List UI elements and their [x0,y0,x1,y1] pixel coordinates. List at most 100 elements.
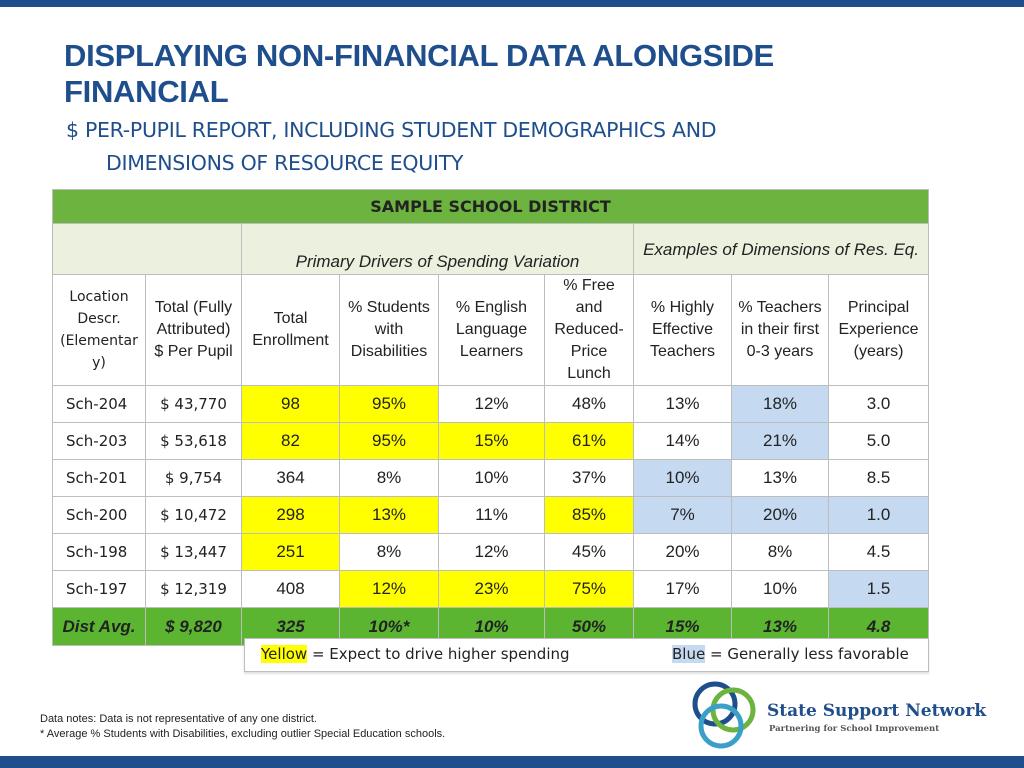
cell-prin: 1.5 [827,570,930,608]
cell-amount: $ 9,754 [145,459,242,497]
cell-prin: 4.5 [827,533,930,571]
header-swd: % Students with Disabilities [339,274,439,386]
legend-blue-swatch: Blue [672,645,706,663]
cell-frl: 85% [544,496,634,534]
data-note-2: * Average % Students with Disabilities, … [40,728,446,740]
logo-title: State Support Network [767,701,987,721]
cell-ell: 11% [438,496,545,534]
avg-name: Dist Avg. [52,607,146,646]
state-support-network-logo: State Support Network Partnering for Sch… [685,678,987,756]
legend-blue-text: = Generally less favorable [709,645,909,663]
cell-frl: 75% [544,570,634,608]
interlocking-rings-icon [692,681,756,749]
cell-amount: $ 12,319 [145,570,242,608]
header-line: in their first [740,321,820,338]
per-pupil-table: SAMPLE SCHOOL DISTRICT Primary Drivers o… [51,189,930,646]
bottom-accent-bar [0,756,1024,768]
cell-swd: 13% [339,496,439,534]
header-line: (years) [853,343,904,360]
header-line: $ Per Pupil [154,343,233,360]
header-line: Enrollment [252,332,329,349]
header-line: % Free [563,277,615,294]
cell-amount: $ 13,447 [145,533,242,571]
cell-amount: $ 53,618 [145,422,242,460]
header-line: % Teachers [738,299,822,316]
cell-name: Sch-204 [52,385,146,423]
header-line: Language [455,321,528,338]
header-frl: % Free and Reduced- Price Lunch [544,274,634,386]
cell-name: Sch-201 [52,459,146,497]
cell-ell: 15% [438,422,545,460]
slide-title: DISPLAYING NON-FINANCIAL DATA ALONGSIDE … [64,38,774,109]
cell-enroll: 251 [241,533,340,571]
header-line: Total (Fully [154,299,233,316]
cell-swd: 95% [339,422,439,460]
cell-ell: 23% [438,570,545,608]
cell-name: Sch-198 [52,533,146,571]
cell-swd: 95% [339,385,439,423]
cell-name: Sch-200 [52,496,146,534]
header-het: % Highly Effective Teachers [633,274,732,386]
cell-enroll: 408 [241,570,340,608]
color-legend: Yellow = Expect to drive higher spending… [244,638,929,672]
cell-new: 18% [731,385,829,423]
cell-frl: 45% [544,533,634,571]
cell-het: 14% [633,422,732,460]
cell-new: 10% [731,570,829,608]
legend-yellow: Yellow = Expect to drive higher spending [261,645,570,663]
cell-frl: 48% [544,385,634,423]
data-notes: Data notes: Data is not representative o… [40,712,600,742]
avg-amount: $ 9,820 [145,607,242,646]
group-header-row: Primary Drivers of Spending Variation Ex… [52,223,930,275]
cell-prin: 3.0 [827,385,930,423]
header-principal: Principal Experience (years) [827,274,930,386]
cell-swd: 8% [339,533,439,571]
header-line: Price [570,343,608,360]
cell-het: 20% [633,533,732,571]
cell-swd: 12% [339,570,439,608]
header-new-teachers: % Teachers in their first 0-3 years [731,274,829,386]
header-line: and [575,299,603,316]
cell-frl: 61% [544,422,634,460]
legend-yellow-text: = Expect to drive higher spending [311,645,570,663]
cell-het: 13% [633,385,732,423]
header-line: y) [92,355,106,371]
legend-blue: Blue = Generally less favorable [672,645,909,663]
header-enrollment: Total Enrollment [241,274,340,386]
district-header-row: SAMPLE SCHOOL DISTRICT [51,189,930,224]
header-line: (Elementar [60,333,138,349]
data-note-1: Data notes: Data is not representative o… [40,713,317,725]
header-line: Lunch [567,365,611,382]
slide-subtitle: $ Per-Pupil Report, Including Student De… [66,114,866,180]
cell-enroll: 298 [241,496,340,534]
column-header-row: Location Descr. (Elementar y) Total (Fully At… [52,274,930,386]
cell-new: 20% [731,496,829,534]
cell-ell: 10% [438,459,545,497]
header-line: Principal [847,299,910,316]
header-line: Learners [459,343,524,360]
cell-amount: $ 43,770 [145,385,242,423]
header-line: Descr. [77,311,121,327]
legend-yellow-swatch: Yellow [261,645,308,663]
cell-swd: 8% [339,459,439,497]
header-line: Reduced- [554,321,624,338]
cell-enroll: 98 [241,385,340,423]
cell-ell: 12% [438,533,545,571]
cell-enroll: 82 [241,422,340,460]
subtitle-line-2: Dimensions of Resource Equity [106,151,464,175]
header-line: Attributed) [156,321,231,338]
header-line: % Highly [650,299,715,316]
cell-new: 13% [731,459,829,497]
cell-enroll: 364 [241,459,340,497]
district-label: SAMPLE SCHOOL DISTRICT [51,189,930,224]
table-row: Sch-203 $ 53,618 82 95% 15% 61% 14% 21% 5.0 [52,422,930,460]
cell-amount: $ 10,472 [145,496,242,534]
header-line: % Students [348,299,430,316]
header-line: Teachers [650,343,715,360]
cell-frl: 37% [544,459,634,497]
table-row: Sch-204 $ 43,770 98 95% 12% 48% 13% 18% 3.0 [52,385,930,423]
cell-het: 17% [633,570,732,608]
primary-drivers-header: Primary Drivers of Spending Variation [241,223,634,275]
cell-name: Sch-203 [52,422,146,460]
cell-new: 21% [731,422,829,460]
